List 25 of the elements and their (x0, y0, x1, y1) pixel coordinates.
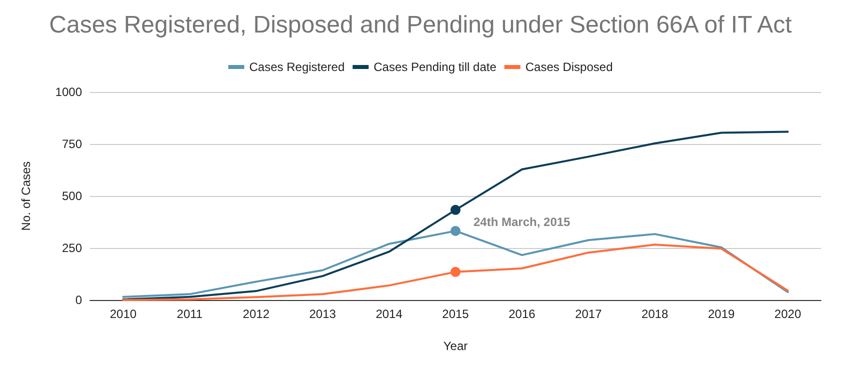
legend-label: Cases Registered (249, 60, 345, 74)
y-tick-label: 250 (62, 241, 82, 255)
y-axis-title: No. of Cases (19, 161, 33, 231)
x-tick-label: 2015 (442, 307, 470, 321)
x-tick-label: 2018 (642, 307, 669, 321)
x-tick-label: 2020 (774, 307, 802, 321)
x-tick-label: 2019 (708, 307, 735, 321)
legend-label: Cases Pending till date (374, 60, 497, 74)
x-tick-label: 2010 (110, 307, 137, 321)
x-tick-label: 2013 (309, 307, 336, 321)
x-tick-label: 2014 (376, 307, 403, 321)
y-tick-label: 1000 (55, 85, 82, 99)
y-tick-label: 500 (62, 189, 82, 203)
x-tick-label: 2016 (508, 307, 536, 321)
x-axis-title: Year (443, 339, 468, 353)
line-series (122, 244, 789, 301)
annotation: 24th March, 2015 (474, 215, 571, 229)
y-tick-label: 0 (75, 293, 82, 307)
y-tick-label: 750 (62, 137, 82, 151)
line-series (122, 130, 789, 300)
legend-label: Cases Disposed (525, 60, 613, 74)
x-tick-label: 2012 (242, 307, 270, 321)
x-tick-label: 2011 (176, 307, 203, 321)
chart-title: Cases Registered, Disposed and Pending under Section 66A of IT Act (49, 12, 792, 38)
x-tick-label: 2017 (575, 307, 602, 321)
